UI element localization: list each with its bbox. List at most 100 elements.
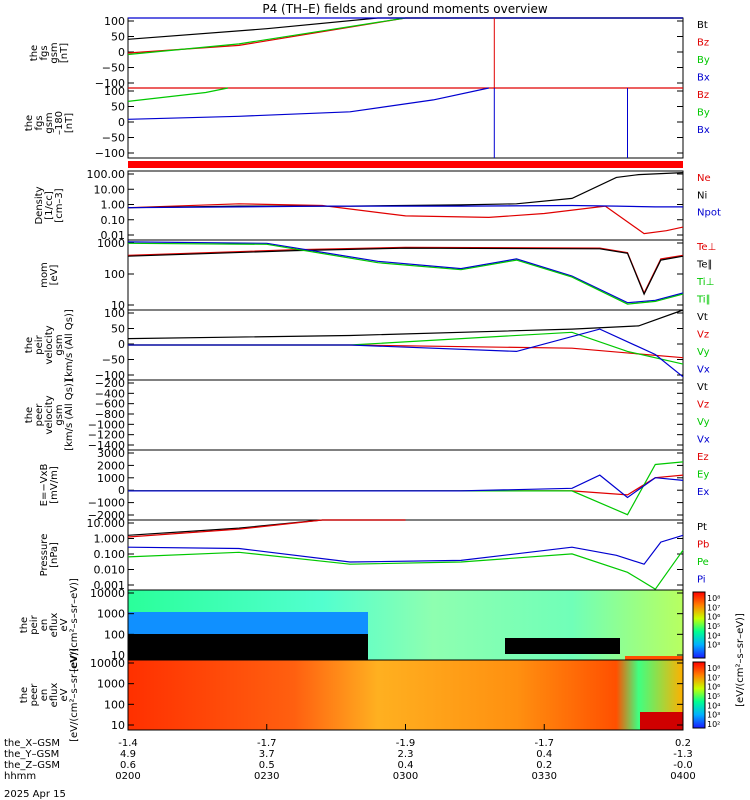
colorbar-tick: 10² [707,720,720,729]
ytick-label: −50 [102,132,125,145]
ytick-label: 10.000 [87,517,126,530]
legend-Ni: Ni [697,190,707,201]
legend-Pt: Pt [697,522,707,533]
series-Npot [127,204,683,209]
ytick-label: 10 [111,299,125,312]
legend-Bz: Bz [697,90,709,101]
ytick-label: 100 [104,628,125,641]
ytick-label: 1000 [97,608,125,621]
ytick-label: −1000 [88,418,125,431]
colorbar-tick: 10⁴ [707,701,720,710]
legend-Vz: Vz [697,330,709,341]
frame-temperature [127,239,684,311]
ytick-label: 0.010 [94,564,126,577]
legend-Ne: Ne [697,173,711,184]
ytick-label: −1400 [88,439,125,452]
time-value: -0.0 [673,760,693,771]
colorbar-label: [eV/(cm²–s–sr–eV)] [735,613,746,707]
series-Te⊥ [127,246,684,295]
legend-Vt: Vt [697,312,708,323]
panel-pressure: 10.000 1.000 0.100 0.010 0.001 Pressure[nPa] P… [39,517,709,592]
time-value: 0.6 [120,760,136,771]
ytick-label: −100 [95,369,125,382]
colorbar-tick: 10⁵ [707,692,720,701]
time-value: -1.4 [118,738,138,749]
series-Bz [127,17,683,54]
ylabel-density: Density[1/cc][cm–3] [34,186,65,224]
time-value: 0.4 [536,749,552,760]
time-value: 0.5 [259,760,275,771]
series-By [127,17,683,56]
legend-Vx: Vx [697,365,710,376]
ytick-label: −2000 [88,509,125,522]
time-value: 0400 [670,771,695,782]
time-value: 0230 [254,771,279,782]
colorbar-tick: 10⁶ [707,613,720,622]
colorbar-strip [692,591,706,659]
low-energy-band [128,634,368,660]
ylabel-velocity: thepeirvelocitygsm[km/s (All Qs)] [24,309,75,381]
legend-Ex: Ex [697,487,709,498]
time-value: 2.3 [398,749,414,760]
legend-Ti⊥: Ti⊥ [696,277,714,288]
series-Vt [127,309,684,340]
ytick-label: −800 [95,408,125,421]
colorbar-tick: 10⁸ [707,594,720,603]
series-Ex [128,474,684,499]
ytick-label: −50 [102,62,125,75]
time-value: 0.4 [398,760,414,771]
series-Pi [127,534,684,565]
colorbar-tick: 10⁶ [707,683,720,692]
series-Ne [127,203,684,235]
ylabel-temperature: mom[eV] [39,262,60,288]
ytick-label: 10.00 [94,183,126,196]
ytick-label: −1200 [88,429,125,442]
date-label: 2025 Apr 15 [4,789,66,800]
ytick-label: −1000 [88,497,125,510]
legend-Te⊥: Te⊥ [696,242,716,253]
legend-Npot: Npot [697,208,721,219]
ytick-label: −400 [95,387,125,400]
ytick-label: 0.001 [94,579,126,592]
ylabel-efield: E=−VxB[mV/m] [39,464,60,507]
ylabel-fgs: thefgsgsm[nT] [29,42,70,63]
ytick-label: 2000 [97,459,125,472]
panel-density: 100.00 10.00 1.00 0.10 0.01 Density[1/cc][cm–… [34,168,721,242]
ytick-label: 100 [104,307,125,320]
colorbar: 10⁸10⁷10⁶10⁵10⁴10³10⁸10⁷10⁶10⁵10⁴10³10²[… [692,591,746,729]
ytick-label: 50 [111,101,125,114]
panel-temperature: 1000 100 10 mom[eV] Te⊥ Te∥ Ti⊥ Ti∥ [39,237,716,312]
frame-fgs-dsl [127,87,684,159]
ytick-label: 0.100 [94,548,126,561]
legend-Te∥: Te∥ [696,260,713,271]
frame-efield [127,449,684,521]
low-energy-patch [505,638,620,654]
edge-band [625,656,683,660]
series-Ti∥ [127,242,684,305]
ytick-label: 0.10 [101,214,126,227]
series-Ey [128,461,684,516]
legend-Bx: Bx [697,125,710,136]
ylabel-pressure: Pressure[nPa] [39,534,60,577]
series-Vx [128,328,684,378]
ytick-label: 100 [104,268,125,281]
legend-Pe: Pe [697,557,709,568]
time-value: -1.3 [673,749,693,760]
plot-title: P4 (TH–E) fields and ground moments over… [262,2,547,16]
ytick-label: 10 [111,719,125,732]
time-value: 3.7 [259,749,275,760]
legend-Vy: Vy [697,347,710,358]
legend-Ez: Ez [697,452,709,463]
time-row-label: the_Y–GSM [4,749,59,760]
time-axis: the_X–GSMthe_Y–GSMthe_Z–GSMhhmm-1.44.90.… [4,724,696,782]
series-Bx [127,87,489,120]
colorbar-tick: 10⁷ [707,603,720,612]
ylabel-velocity-peer: thepeervelocitygsm[km/s (All Qs)] [24,379,75,451]
separator-band [128,161,683,168]
ytick-label: −600 [95,398,125,411]
colorbar-tick: 10⁷ [707,673,720,682]
panel-velocity-peer: −200−400−600−800−1000−1200−1400 thepeerve… [24,377,710,452]
colorbar-tick: 10³ [707,711,720,720]
ytick-label: 10 [111,649,125,662]
legend-Vx: Vx [697,435,710,446]
